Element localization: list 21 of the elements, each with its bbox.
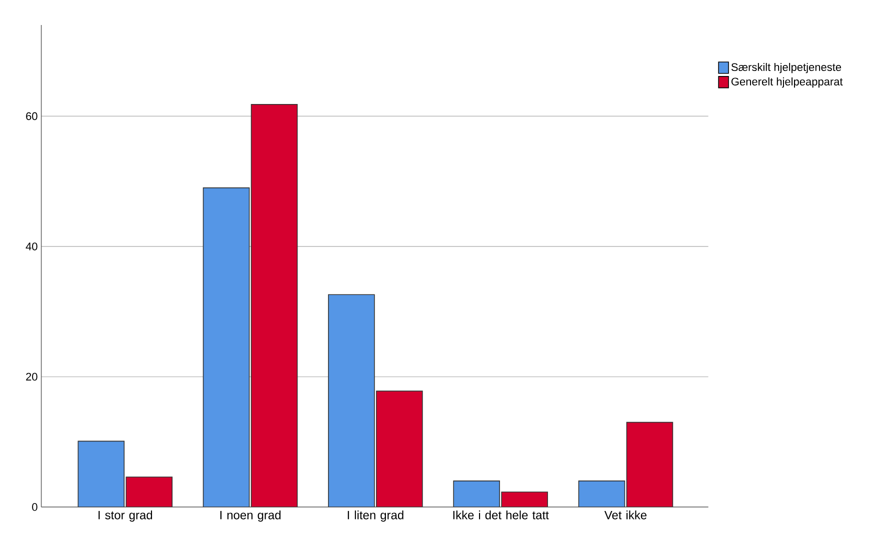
legend-label: Særskilt hjelpetjeneste bbox=[731, 62, 842, 74]
y-tick-label: 40 bbox=[26, 242, 38, 250]
bar bbox=[78, 440, 125, 507]
y-tick-label: 60 bbox=[26, 112, 38, 120]
bar bbox=[202, 187, 250, 507]
x-tick-label: I liten grad bbox=[348, 510, 404, 522]
bar bbox=[578, 480, 626, 507]
bar bbox=[501, 492, 548, 507]
bar bbox=[126, 476, 173, 507]
bar bbox=[376, 390, 423, 507]
y-tick-label: 0 bbox=[32, 503, 38, 511]
x-tick-label: I stor grad bbox=[98, 510, 152, 522]
x-tick-label: Vet ikke bbox=[604, 510, 646, 520]
bar bbox=[453, 480, 500, 507]
x-tick-label: I noen grad bbox=[220, 510, 281, 522]
legend-label: Generelt hjelpeapparat bbox=[731, 77, 843, 88]
bar bbox=[250, 104, 298, 507]
x-tick-label: Ikke i det hele tatt bbox=[453, 510, 549, 520]
y-tick-label: 20 bbox=[26, 372, 38, 381]
bar bbox=[626, 422, 674, 507]
bar bbox=[328, 294, 375, 507]
